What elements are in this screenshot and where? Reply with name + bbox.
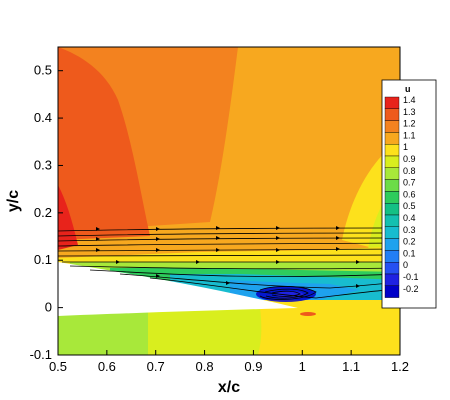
- x-axis: 0.5 0.6 0.7 0.8 0.9 1 1.1 1.2: [49, 350, 409, 374]
- x-tick-label: 0.5: [49, 359, 67, 374]
- legend-swatch: [384, 96, 400, 110]
- legend-swatch: [384, 250, 400, 263]
- y-tick-label: 0: [45, 300, 52, 315]
- x-tick-label: 0.6: [98, 359, 116, 374]
- x-tick-label: 1: [299, 359, 306, 374]
- y-axis: -0.1 0 0.1 0.2 0.3 0.4 0.5: [30, 63, 63, 362]
- legend-swatch: [384, 191, 400, 204]
- x-tick-label: 1.1: [342, 359, 360, 374]
- legend-label: -0.1: [403, 272, 419, 282]
- y-axis-label: y/c: [5, 190, 22, 212]
- field-region-1-4: [58, 185, 78, 250]
- legend-label: 1.1: [403, 130, 416, 140]
- legend-label: 0.3: [403, 225, 416, 235]
- legend-swatch: [384, 108, 400, 121]
- legend-swatch: [384, 238, 400, 251]
- legend-swatch: [384, 214, 400, 228]
- stream-arrows: [96, 226, 360, 288]
- legend: u 1.41.31.21.110.90.80.70.60.50.40.30.20…: [381, 79, 437, 309]
- field-lower-yellowgreen: [148, 308, 262, 355]
- y-tick-label: 0.1: [34, 252, 52, 267]
- airfoil: [58, 262, 298, 316]
- legend-label: 0.2: [403, 237, 416, 247]
- y-tick-label: 0.2: [34, 205, 52, 220]
- legend-label: 0.5: [403, 201, 416, 211]
- legend-swatch: [384, 202, 400, 216]
- legend-label: 0.9: [403, 154, 416, 164]
- field-lower-green: [58, 312, 148, 355]
- legend-swatch: [384, 143, 400, 157]
- legend-swatch: [384, 285, 400, 298]
- field-region-1-3: [58, 47, 150, 240]
- legend-label: 1: [403, 142, 408, 152]
- legend-label: 0.7: [403, 178, 416, 188]
- legend-label: 0: [403, 260, 408, 270]
- y-tick-label: -0.1: [30, 347, 52, 362]
- legend-label: -0.2: [403, 284, 419, 294]
- legend-swatch: [384, 132, 400, 145]
- x-tick-label: 0.9: [244, 359, 262, 374]
- legend-label: 0.4: [403, 213, 416, 223]
- x-tick-label: 0.8: [196, 359, 214, 374]
- streamlines: [58, 227, 400, 300]
- legend-swatch: [384, 155, 400, 169]
- legend-label: 0.1: [403, 248, 416, 258]
- x-axis-label: x/c: [218, 379, 240, 396]
- legend-label: 0.6: [403, 189, 416, 199]
- legend-swatch: [384, 120, 400, 133]
- legend-label: 1.2: [403, 119, 416, 129]
- legend-swatch: [384, 167, 400, 180]
- y-tick-label: 0.5: [34, 63, 52, 78]
- legend-title: u: [405, 84, 411, 94]
- legend-swatch: [384, 226, 400, 239]
- x-tick-label: 1.2: [391, 359, 409, 374]
- y-tick-label: 0.4: [34, 110, 52, 125]
- plot-area: [58, 47, 400, 355]
- legend-label: 1.3: [403, 107, 416, 117]
- legend-swatch: [384, 262, 400, 275]
- x-tick-label: 0.7: [147, 359, 165, 374]
- legend-swatch: [384, 179, 400, 192]
- legend-label: 1.4: [403, 95, 416, 105]
- trailing-edge-mark: [300, 312, 316, 316]
- legend-label: 0.8: [403, 166, 416, 176]
- y-tick-label: 0.3: [34, 157, 52, 172]
- legend-swatch: [384, 273, 400, 287]
